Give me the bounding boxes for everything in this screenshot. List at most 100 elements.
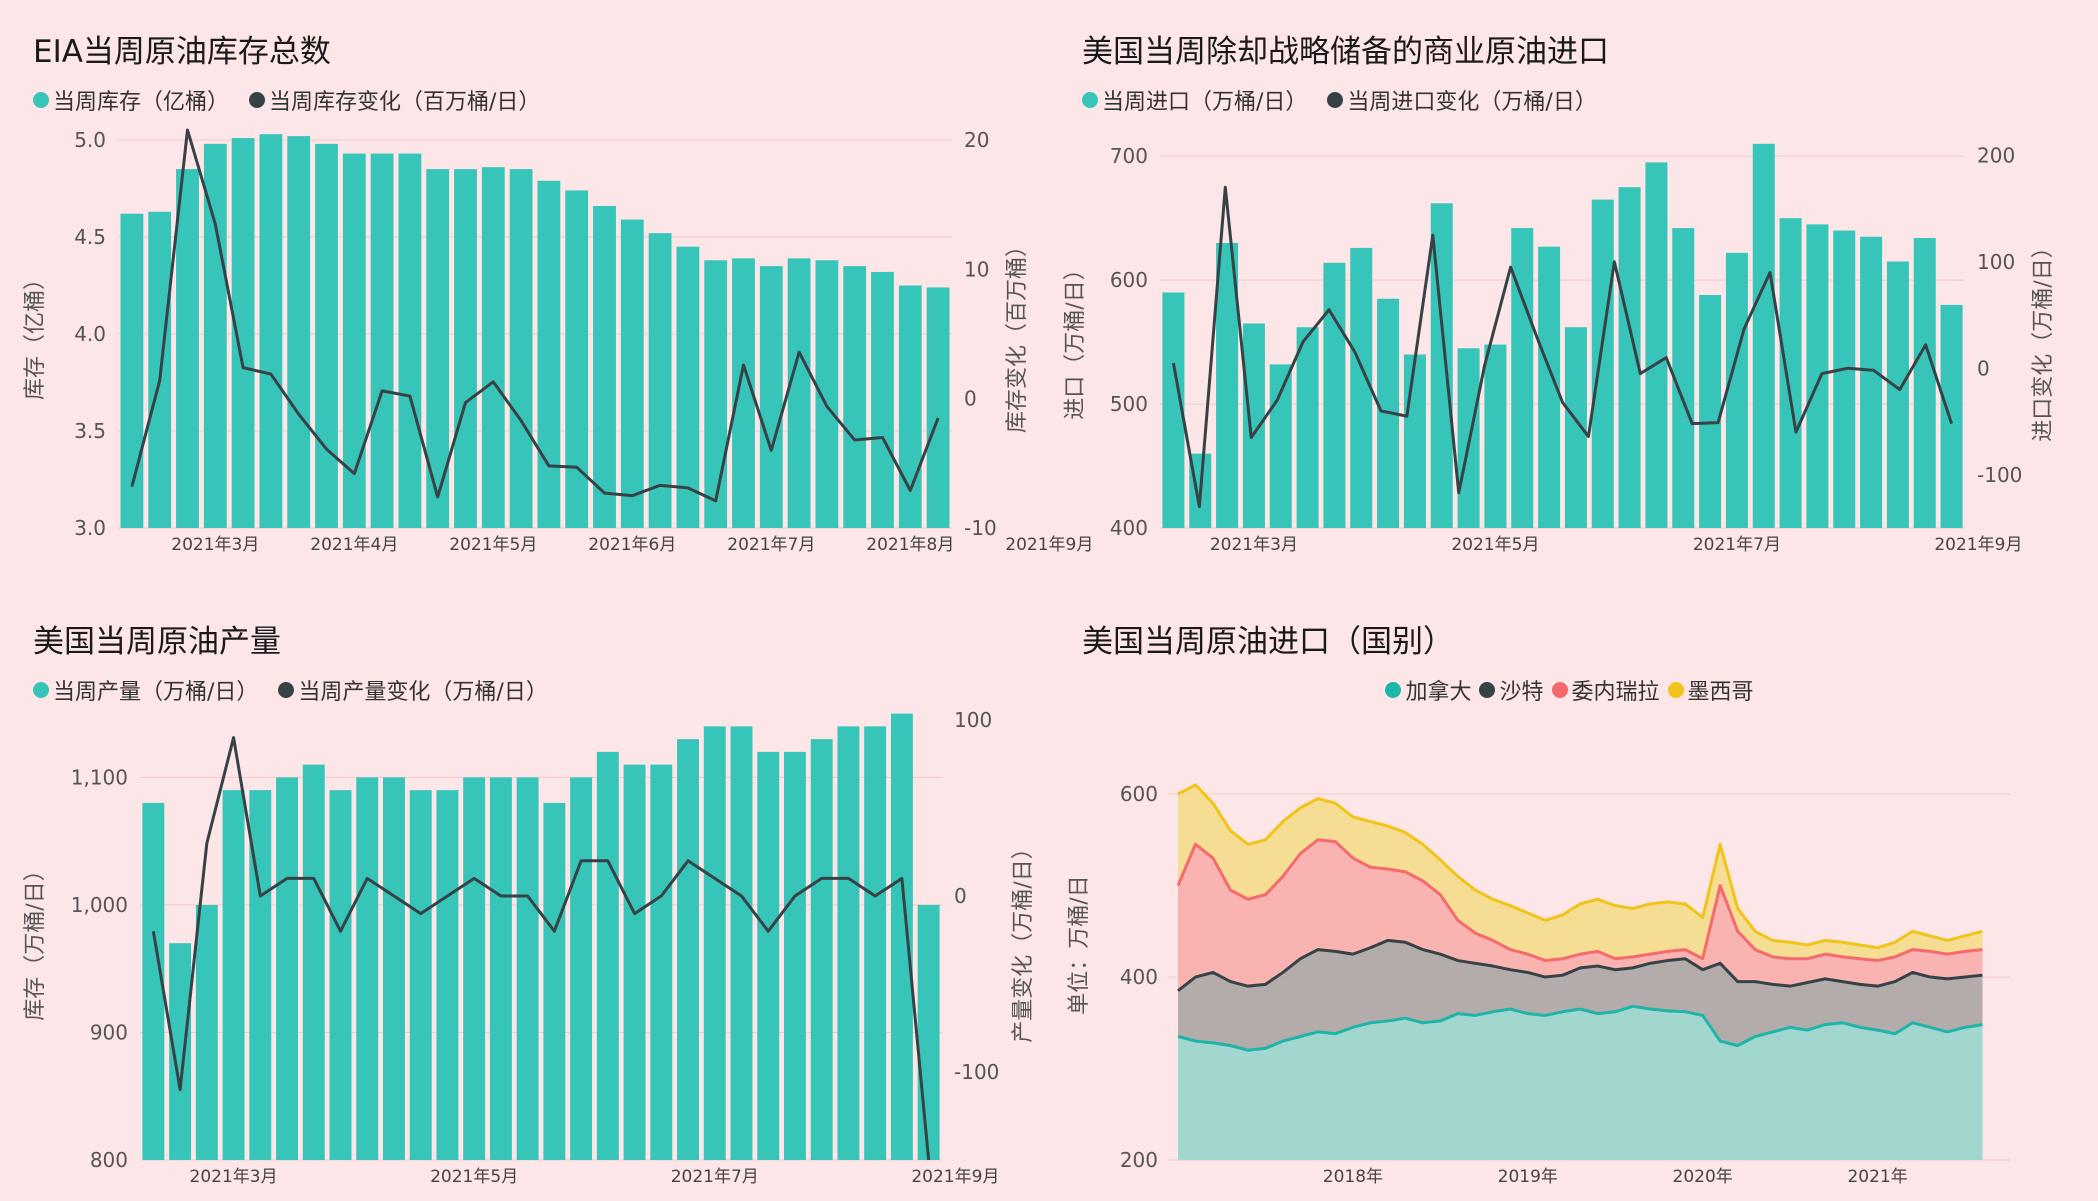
bar [593, 205, 616, 528]
y-tick-label: 5.0 [74, 128, 106, 152]
imports-by-country-title: 美国当周原油进口（国别） [1082, 624, 1454, 660]
bar [203, 143, 227, 528]
legend-label: 当周进口（万桶/日） [1102, 90, 1308, 115]
x-tick-label: 2021年7月 [671, 1167, 759, 1187]
bar [1296, 327, 1319, 528]
legend-item-mexico[interactable]: 墨西哥 [1667, 674, 1754, 706]
venezuela-line [1176, 838, 1983, 963]
bar [926, 287, 950, 528]
bar [302, 764, 325, 1160]
legend-item-saudi[interactable]: 沙特 [1479, 674, 1544, 706]
bar [489, 777, 512, 1160]
y-tick-label: 4.5 [74, 225, 106, 249]
legend-dot-icon [1551, 682, 1568, 698]
bar [409, 790, 432, 1160]
bar [843, 266, 867, 528]
imports-by-country-chart: 200 400 600 2018年 2019年 2020年 2021年 单位：万桶/日 [1067, 782, 2010, 1187]
y-right-tick-label: 200 [1977, 143, 2015, 167]
venezuela-area [1178, 839, 1983, 991]
bar [650, 764, 673, 1160]
bar [276, 777, 298, 1160]
change-line [130, 128, 940, 503]
bar [1940, 304, 1963, 528]
bar [1538, 246, 1561, 528]
legend-item-imports-change[interactable]: 当周进口变化（万桶/日） [1327, 84, 1597, 116]
legend-item-canada[interactable]: 加拿大 [1385, 674, 1471, 706]
bar [1430, 203, 1453, 528]
legend-item-venezuela[interactable]: 委内瑞拉 [1551, 674, 1660, 706]
bar [1323, 262, 1346, 528]
legend-label: 加拿大 [1405, 680, 1472, 705]
bar [537, 180, 561, 529]
mexico-area [1178, 784, 1983, 961]
bar [222, 790, 245, 1160]
x-tick-label: 2021年 [1847, 1167, 1907, 1187]
bar [704, 260, 728, 528]
y-right-tick-label: -100 [954, 1060, 999, 1084]
bar [871, 271, 894, 528]
saudi-area [1178, 940, 1983, 1051]
x-tick-label: 2021年8月 [866, 535, 954, 555]
bar [195, 904, 218, 1160]
change-line [151, 736, 931, 1161]
bar [398, 153, 422, 528]
y-right-tick-label: 0 [964, 387, 977, 411]
country-legend: 加拿大 沙特 委内瑞拉 墨西哥 [1049, 674, 2098, 706]
bar [620, 219, 644, 529]
bar [516, 777, 539, 1160]
bar [1752, 143, 1775, 528]
bar [864, 726, 887, 1160]
legend-item-inventory-change[interactable]: 当周库存变化（百万桶/日） [249, 84, 540, 116]
legend-item-production[interactable]: 当周产量（万桶/日） [33, 674, 258, 706]
bar [623, 764, 646, 1160]
y-axis-title: 进口（万桶/日） [1063, 258, 1088, 419]
bar [1860, 236, 1883, 529]
y-tick-label: 1,000 [71, 893, 128, 917]
legend-item-production-change[interactable]: 当周产量变化（万桶/日） [278, 674, 548, 706]
x-tick-label: 2021年9月 [1005, 535, 1093, 555]
y-tick-label: 3.0 [74, 516, 106, 540]
y-right-tick-label: 0 [1977, 356, 1990, 380]
x-tick-label: 2021年9月 [1934, 535, 2022, 555]
y-right-tick-label: -100 [1977, 463, 2022, 487]
y-right-tick-label: -10 [964, 516, 997, 540]
y-tick-label: 500 [1110, 392, 1148, 416]
imports-panel: 美国当周除却战略储备的商业原油进口 当周进口（万桶/日） 当周进口变化（万桶/日… [1049, 0, 2098, 590]
inventory-legend: 当周库存（亿桶） 当周库存变化（百万桶/日） [33, 84, 560, 116]
bar [142, 802, 165, 1160]
x-tick-label: 2021年9月 [911, 1167, 999, 1187]
bar [1350, 247, 1373, 528]
bar [370, 153, 394, 528]
bar [231, 138, 255, 528]
x-tick-label: 2021年5月 [449, 535, 537, 555]
legend-dot-icon [1479, 682, 1496, 698]
bar [837, 726, 860, 1160]
bar [648, 233, 672, 528]
bar [169, 943, 192, 1160]
mexico-line [1177, 783, 1983, 950]
x-tick-label: 2021年6月 [588, 535, 676, 555]
bar [287, 136, 311, 528]
y-right-tick-label: 100 [1977, 250, 2015, 274]
bar [1618, 187, 1641, 528]
bar [1645, 162, 1668, 529]
bar [1699, 295, 1722, 528]
legend-dot-icon [1385, 682, 1402, 698]
bar [1564, 327, 1587, 528]
legend-label: 委内瑞拉 [1571, 680, 1660, 705]
legend-item-imports[interactable]: 当周进口（万桶/日） [1082, 84, 1307, 116]
legend-item-inventory[interactable]: 当周库存（亿桶） [33, 84, 229, 116]
y-tick-label: 200 [1120, 1148, 1158, 1172]
bar [1833, 230, 1856, 528]
legend-label: 当周产量（万桶/日） [53, 680, 259, 705]
x-tick-label: 2021年4月 [310, 535, 398, 555]
x-tick-label: 2021年3月 [171, 535, 259, 555]
bar [342, 153, 366, 528]
x-tick-label: 2018年 [1323, 1167, 1383, 1187]
bar [1806, 224, 1829, 528]
y-right-axis-title: 进口变化（万桶/日） [2031, 236, 2056, 441]
x-tick-label: 2021年3月 [1210, 535, 1298, 555]
legend-label: 沙特 [1499, 680, 1544, 705]
inventory-chart: 3.0 3.5 4.0 4.5 5.0 -10 0 10 20 2021年3月 2021年4月 202… [23, 128, 1093, 555]
bar [730, 726, 753, 1160]
